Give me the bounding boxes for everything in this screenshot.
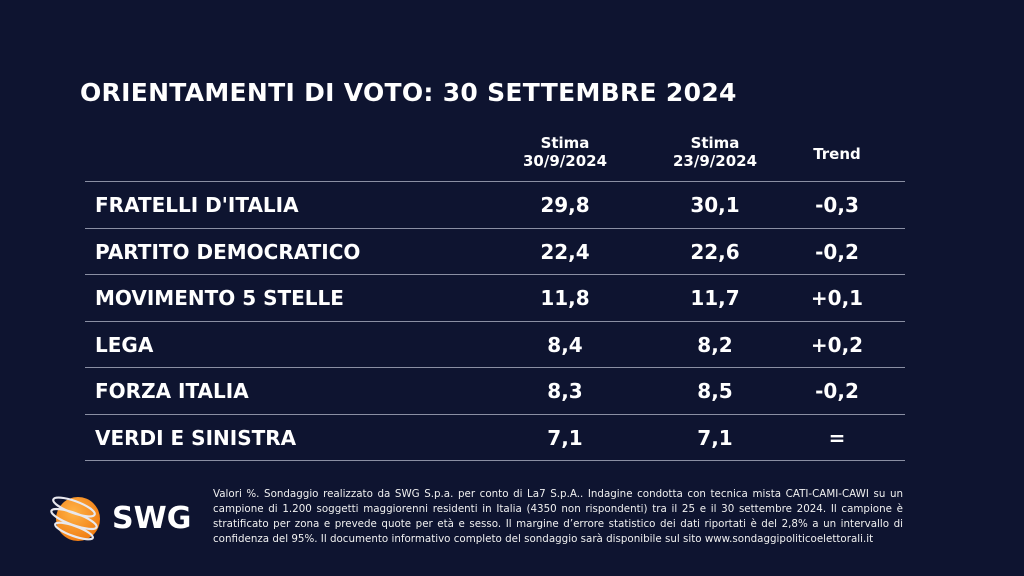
page-title: ORIENTAMENTI DI VOTO: 30 SETTEMBRE 2024 — [80, 78, 737, 107]
header-current-estimate: Stima 30/9/2024 — [495, 134, 635, 170]
swg-logo: SWG — [44, 487, 191, 549]
table-row: FRATELLI D'ITALIA 29,8 30,1 -0,3 — [85, 181, 905, 228]
party-name: LEGA — [95, 332, 154, 357]
logo-text: SWG — [112, 500, 192, 536]
party-name: PARTITO DEMOCRATICO — [95, 239, 361, 264]
previous-value: 30,1 — [690, 193, 740, 217]
previous-value: 8,2 — [697, 332, 733, 357]
party-name: MOVIMENTO 5 STELLE — [95, 286, 344, 310]
trend-value: -0,3 — [815, 193, 859, 217]
previous-value: 8,5 — [697, 379, 733, 403]
poll-table: FRATELLI D'ITALIA 29,8 30,1 -0,3 PARTITO DE… — [85, 181, 905, 461]
party-name: FRATELLI D'ITALIA — [95, 193, 299, 217]
previous-value: 11,7 — [690, 286, 740, 310]
header-label: Stima — [690, 134, 740, 152]
trend-value: = — [828, 425, 846, 450]
header-date: 23/9/2024 — [672, 152, 758, 170]
current-value: 8,4 — [547, 332, 583, 357]
orange-globe-icon — [50, 496, 100, 541]
previous-value: 22,6 — [690, 239, 740, 264]
party-name: FORZA ITALIA — [95, 379, 249, 403]
current-value: 22,4 — [540, 239, 590, 264]
table-row: PARTITO DEMOCRATICO 22,4 22,6 -0,2 — [85, 227, 905, 275]
party-name: VERDI E SINISTRA — [95, 425, 297, 450]
table-row: FORZA ITALIA 8,3 8,5 -0,2 — [85, 367, 905, 414]
table-row: MOVIMENTO 5 STELLE 11,8 11,7 +0,1 — [85, 274, 905, 321]
current-value: 29,8 — [540, 193, 590, 217]
previous-value: 7,1 — [697, 425, 733, 450]
trend-value: -0,2 — [815, 379, 859, 403]
trend-value: +0,2 — [810, 332, 864, 357]
trend-value: +0,1 — [810, 286, 864, 310]
methodology-note: Valori %. Sondaggio realizzato da SWG S.… — [213, 488, 903, 545]
trend-value: -0,2 — [815, 239, 859, 264]
header-date: 30/9/2024 — [522, 152, 608, 170]
current-value: 11,8 — [540, 286, 590, 310]
header-previous-estimate: Stima 23/9/2024 — [645, 134, 785, 170]
current-value: 7,1 — [547, 425, 583, 450]
table-row: LEGA 8,4 8,2 +0,2 — [85, 320, 905, 368]
header-trend: Trend — [813, 145, 861, 163]
current-value: 8,3 — [547, 379, 583, 403]
table-row: VERDI E SINISTRA 7,1 7,1 = — [85, 413, 905, 461]
header-label: Stima — [540, 134, 590, 152]
